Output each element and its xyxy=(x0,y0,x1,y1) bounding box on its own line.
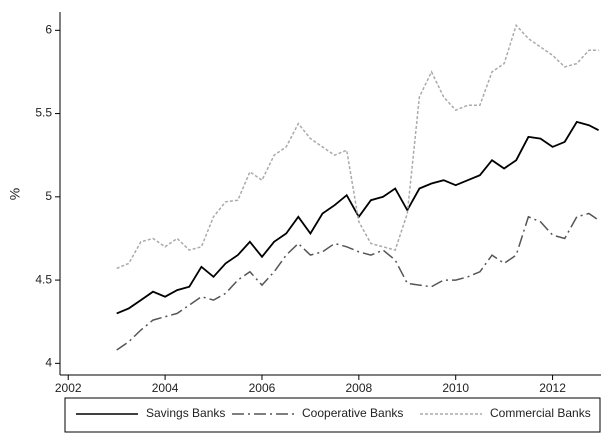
y-tick-label: 4.5 xyxy=(35,272,52,286)
x-tick-label: 2006 xyxy=(249,381,276,395)
y-axis-label: % xyxy=(7,188,23,200)
series-line xyxy=(116,120,600,315)
x-tick-label: 2008 xyxy=(345,381,372,395)
series-line xyxy=(116,212,600,351)
y-tick-label: 5.5 xyxy=(35,106,52,120)
legend-label: Savings Banks xyxy=(146,406,225,420)
y-tick-label: 4 xyxy=(45,356,52,370)
x-tick-label: 2004 xyxy=(152,381,179,395)
series-line xyxy=(116,23,599,270)
x-tick-label: 2002 xyxy=(55,381,82,395)
y-tick-label: 6 xyxy=(45,22,52,36)
legend-label: Commercial Banks xyxy=(490,406,591,420)
legend-label: Cooperative Banks xyxy=(302,406,403,420)
x-tick-label: 2010 xyxy=(442,381,469,395)
legend-box xyxy=(64,397,601,433)
x-tick-label: 2012 xyxy=(539,381,566,395)
y-tick-label: 5 xyxy=(45,189,52,203)
